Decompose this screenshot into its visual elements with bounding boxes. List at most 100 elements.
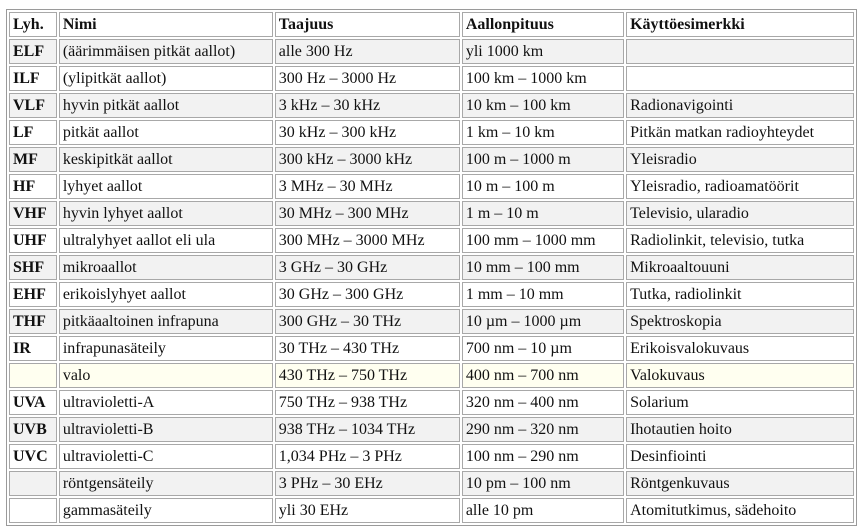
- cell-name: valo: [58, 363, 273, 388]
- cell-frequency: alle 300 Hz: [274, 39, 460, 64]
- header-name: Nimi: [58, 12, 273, 37]
- header-wavelength: Aallonpituus: [461, 12, 625, 37]
- table-row: VHF hyvin lyhyet aallot 30 MHz – 300 MHz 1 …: [9, 201, 854, 226]
- cell-frequency: 30 kHz – 300 kHz: [274, 120, 460, 145]
- cell-frequency: 3 MHz – 30 MHz: [274, 174, 460, 199]
- table-row: HF lyhyet aallot 3 MHz – 30 MHz 10 m – 100 …: [9, 174, 854, 199]
- cell-abbreviation: SHF: [9, 255, 57, 280]
- cell-wavelength: 100 km – 1000 km: [461, 66, 625, 91]
- cell-wavelength: 400 nm – 700 nm: [461, 363, 625, 388]
- cell-frequency: 30 THz – 430 THz: [274, 336, 460, 361]
- cell-use-example: Yleisradio: [626, 147, 854, 172]
- table-row: IR infrapunasäteily 30 THz – 430 THz 700 nm…: [9, 336, 854, 361]
- cell-wavelength: 10 km – 100 km: [461, 93, 625, 118]
- cell-name: (äärimmäisen pitkät aallot): [58, 39, 273, 64]
- cell-frequency: yli 30 EHz: [274, 498, 460, 523]
- cell-wavelength: 100 nm – 290 nm: [461, 444, 625, 469]
- cell-abbreviation: ILF: [9, 66, 57, 91]
- cell-use-example: Ihotautien hoito: [626, 417, 854, 442]
- cell-abbreviation: IR: [9, 336, 57, 361]
- table-row: VLF hyvin pitkät aallot 3 kHz – 30 kHz 10 k…: [9, 93, 854, 118]
- cell-wavelength: 700 nm – 10 µm: [461, 336, 625, 361]
- table-row: MF keskipitkät aallot 300 kHz – 3000 kHz 10…: [9, 147, 854, 172]
- cell-name: infrapunasäteily: [58, 336, 273, 361]
- cell-name: hyvin pitkät aallot: [58, 93, 273, 118]
- cell-use-example: Solarium: [626, 390, 854, 415]
- cell-name: pitkäaaltoinen infrapuna: [58, 309, 273, 334]
- cell-use-example: Mikroaaltouuni: [626, 255, 854, 280]
- cell-abbreviation: HF: [9, 174, 57, 199]
- cell-frequency: 3 kHz – 30 kHz: [274, 93, 460, 118]
- table-row: röntgensäteily 3 PHz – 30 EHz 10 pm – 100 …: [9, 471, 854, 496]
- cell-abbreviation: UVC: [9, 444, 57, 469]
- cell-name: erikoislyhyet aallot: [58, 282, 273, 307]
- cell-use-example: Valokuvaus: [626, 363, 854, 388]
- table-row: UVB ultravioletti-B 938 THz – 1034 THz 290 …: [9, 417, 854, 442]
- cell-use-example: Röntgenkuvaus: [626, 471, 854, 496]
- table-row: THF pitkäaaltoinen infrapuna 300 GHz – 30 …: [9, 309, 854, 334]
- cell-use-example: [626, 66, 854, 91]
- cell-use-example: Radionavigointi: [626, 93, 854, 118]
- cell-wavelength: 10 mm – 100 mm: [461, 255, 625, 280]
- cell-wavelength: 10 µm – 1000 µm: [461, 309, 625, 334]
- cell-frequency: 30 GHz – 300 GHz: [274, 282, 460, 307]
- cell-name: lyhyet aallot: [58, 174, 273, 199]
- frequency-band-table: Lyh. Nimi Taajuus Aallonpituus Käyttöesi…: [6, 9, 857, 526]
- table-row: ILF (ylipitkät aallot) 300 Hz – 3000 Hz 100…: [9, 66, 854, 91]
- cell-wavelength: 1 km – 10 km: [461, 120, 625, 145]
- cell-name: (ylipitkät aallot): [58, 66, 273, 91]
- cell-frequency: 750 THz – 938 THz: [274, 390, 460, 415]
- cell-frequency: 300 MHz – 3000 MHz: [274, 228, 460, 253]
- header-use-example: Käyttöesimerkki: [626, 12, 854, 37]
- cell-name: hyvin lyhyet aallot: [58, 201, 273, 226]
- table-row: UHF ultralyhyet aallot eli ula 300 MHz – 3…: [9, 228, 854, 253]
- cell-name: keskipitkät aallot: [58, 147, 273, 172]
- cell-frequency: 3 GHz – 30 GHz: [274, 255, 460, 280]
- table-row: gammasäteily yli 30 EHz alle 10 pm Atomitut…: [9, 498, 854, 523]
- header-abbreviation: Lyh.: [9, 12, 57, 37]
- table-row: EHF erikoislyhyet aallot 30 GHz – 300 GHz 1…: [9, 282, 854, 307]
- header-row: Lyh. Nimi Taajuus Aallonpituus Käyttöesi…: [9, 12, 854, 37]
- cell-name: pitkät aallot: [58, 120, 273, 145]
- cell-use-example: Radiolinkit, televisio, tutka: [626, 228, 854, 253]
- cell-abbreviation: [9, 363, 57, 388]
- cell-abbreviation: ELF: [9, 39, 57, 64]
- cell-wavelength: 320 nm – 400 nm: [461, 390, 625, 415]
- cell-name: ultravioletti-A: [58, 390, 273, 415]
- cell-use-example: Atomitutkimus, sädehoito: [626, 498, 854, 523]
- cell-frequency: 938 THz – 1034 THz: [274, 417, 460, 442]
- cell-abbreviation: LF: [9, 120, 57, 145]
- cell-name: ultravioletti-C: [58, 444, 273, 469]
- cell-use-example: Tutka, radiolinkit: [626, 282, 854, 307]
- cell-name: röntgensäteily: [58, 471, 273, 496]
- cell-use-example: Desinfiointi: [626, 444, 854, 469]
- cell-name: gammasäteily: [58, 498, 273, 523]
- cell-frequency: 3 PHz – 30 EHz: [274, 471, 460, 496]
- cell-frequency: 430 THz – 750 THz: [274, 363, 460, 388]
- cell-abbreviation: UVA: [9, 390, 57, 415]
- cell-abbreviation: VHF: [9, 201, 57, 226]
- cell-wavelength: alle 10 pm: [461, 498, 625, 523]
- cell-abbreviation: EHF: [9, 282, 57, 307]
- table-container: Lyh. Nimi Taajuus Aallonpituus Käyttöesi…: [6, 9, 857, 526]
- cell-frequency: 300 Hz – 3000 Hz: [274, 66, 460, 91]
- cell-wavelength: 100 m – 1000 m: [461, 147, 625, 172]
- cell-use-example: Pitkän matkan radioyhteydet: [626, 120, 854, 145]
- cell-frequency: 300 GHz – 30 THz: [274, 309, 460, 334]
- cell-frequency: 30 MHz – 300 MHz: [274, 201, 460, 226]
- table-row: SHF mikroaallot 3 GHz – 30 GHz 10 mm – 100 …: [9, 255, 854, 280]
- table-row: valo 430 THz – 750 THz 400 nm – 700 nm Valo…: [9, 363, 854, 388]
- cell-frequency: 1,034 PHz – 3 PHz: [274, 444, 460, 469]
- cell-use-example: Yleisradio, radioamatöörit: [626, 174, 854, 199]
- cell-abbreviation: VLF: [9, 93, 57, 118]
- table-header: Lyh. Nimi Taajuus Aallonpituus Käyttöesi…: [9, 12, 854, 37]
- cell-wavelength: 10 pm – 100 nm: [461, 471, 625, 496]
- cell-abbreviation: THF: [9, 309, 57, 334]
- cell-use-example: Spektroskopia: [626, 309, 854, 334]
- cell-use-example: [626, 39, 854, 64]
- cell-abbreviation: [9, 498, 57, 523]
- cell-wavelength: 290 nm – 320 nm: [461, 417, 625, 442]
- cell-wavelength: yli 1000 km: [461, 39, 625, 64]
- cell-name: ultravioletti-B: [58, 417, 273, 442]
- cell-use-example: Erikoisvalokuvaus: [626, 336, 854, 361]
